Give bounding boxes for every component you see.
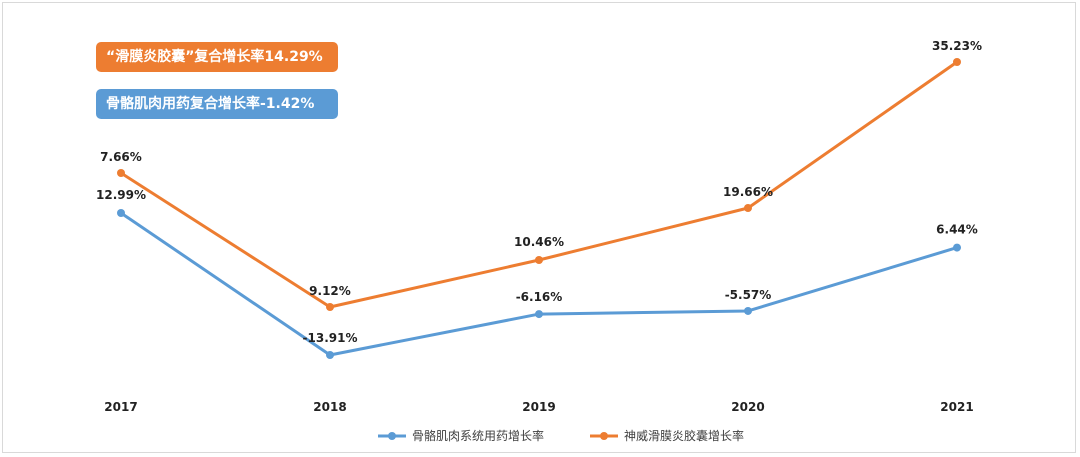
orange-cagr-badge: “滑膜炎胶囊”复合增长率14.29% (96, 42, 338, 72)
blue-cagr-badge: 骨骼肌肉用药复合增长率-1.42% (96, 89, 338, 119)
